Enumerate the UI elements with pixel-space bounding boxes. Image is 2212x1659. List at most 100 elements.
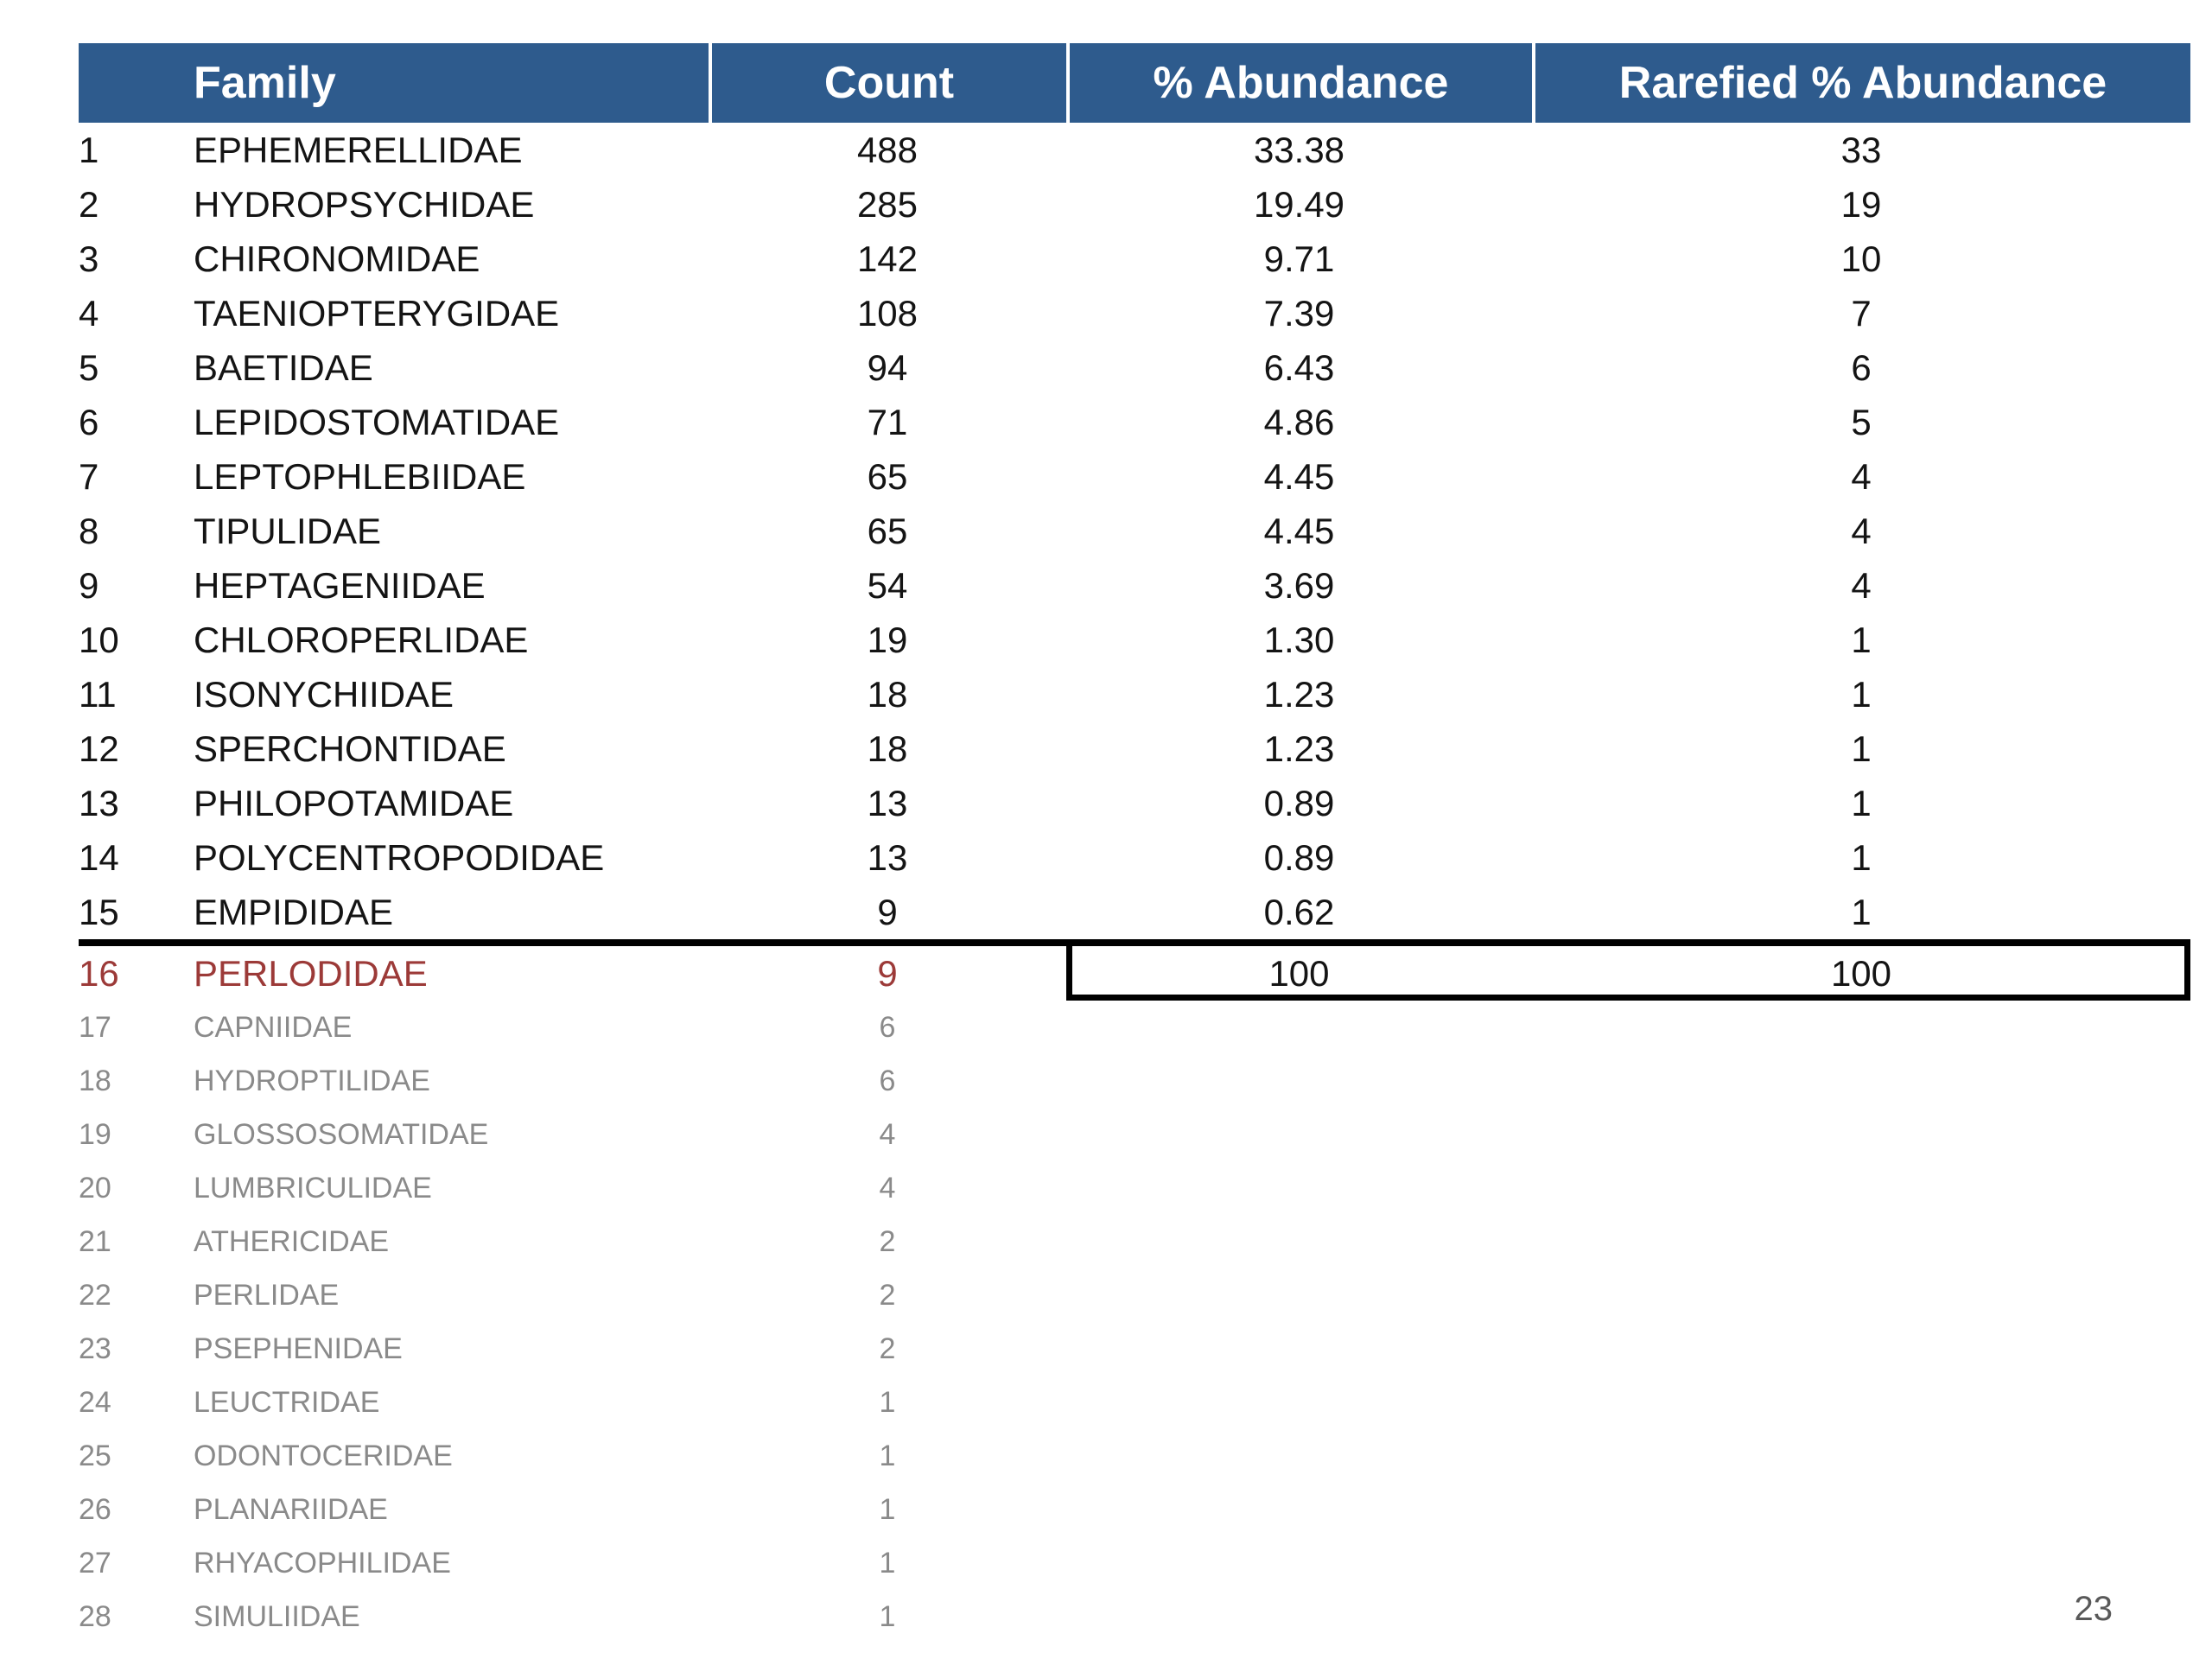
row-count: 4	[879, 1171, 896, 1205]
row-rank: 10	[79, 619, 119, 660]
row-abundance: 0.89	[1263, 782, 1335, 823]
row-family: TIPULIDAE	[194, 510, 382, 551]
table-rows: 1 EPHEMERELLIDAE 488 33.38 33 2 HYDROPSY…	[79, 123, 2190, 1643]
row-family: HYDROPTILIDAE	[194, 1064, 430, 1097]
row-rarefied: 1	[1851, 782, 1872, 823]
table-row: 16 PERLODIDAE 9 100 100	[79, 939, 2190, 1001]
row-rank: 9	[79, 564, 99, 606]
table-row: 1 EPHEMERELLIDAE 488 33.38 33	[79, 123, 2190, 177]
column-header-abundance: % Abundance	[1066, 43, 1532, 123]
row-family: PHILOPOTAMIDAE	[194, 782, 514, 823]
row-rank: 1	[79, 129, 99, 170]
row-rarefied: 5	[1851, 401, 1872, 442]
row-count: 94	[867, 346, 908, 388]
row-count: 2	[879, 1278, 896, 1312]
row-count: 65	[867, 455, 908, 497]
row-family: GLOSSOSOMATIDAE	[194, 1117, 489, 1151]
row-family: PLANARIIDAE	[194, 1492, 388, 1526]
table-header-row: Family Count % Abundance Rarefied % Abun…	[79, 43, 2190, 123]
row-family: EPHEMERELLIDAE	[194, 129, 523, 170]
row-rarefied: 1	[1851, 673, 1872, 715]
row-rank: 11	[79, 673, 117, 715]
row-rarefied: 1	[1851, 891, 1872, 932]
row-rank: 20	[79, 1171, 111, 1205]
row-family: ISONYCHIIDAE	[194, 673, 454, 715]
row-rarefied: 1	[1851, 836, 1872, 878]
row-rank: 17	[79, 1010, 111, 1044]
row-count: 1	[879, 1492, 896, 1526]
row-rank: 26	[79, 1492, 111, 1526]
row-count: 6	[879, 1064, 896, 1097]
row-family: HEPTAGENIIDAE	[194, 564, 486, 606]
table-row: 9 HEPTAGENIIDAE 54 3.69 4	[79, 558, 2190, 613]
row-count: 13	[867, 782, 908, 823]
row-family: PSEPHENIDAE	[194, 1332, 403, 1365]
table-row: 10 CHLOROPERLIDAE 19 1.30 1	[79, 613, 2190, 667]
row-rank: 8	[79, 510, 99, 551]
table-row: 23 PSEPHENIDAE 2	[79, 1322, 2190, 1376]
column-header-rarefied-abundance: Rarefied % Abundance	[1532, 43, 2190, 123]
row-family: ODONTOCERIDAE	[194, 1439, 453, 1472]
row-family: SIMULIIDAE	[194, 1599, 360, 1633]
table-row: 19 GLOSSOSOMATIDAE 4	[79, 1108, 2190, 1161]
row-count: 488	[856, 129, 918, 170]
table-row: 15 EMPIDIDAE 9 0.62 1	[79, 885, 2190, 939]
row-abundance: 3.69	[1263, 564, 1335, 606]
table-row: 21 ATHERICIDAE 2	[79, 1215, 2190, 1268]
row-count: 71	[867, 401, 908, 442]
row-rarefied: 6	[1851, 346, 1872, 388]
table-row: 28 SIMULIIDAE 1	[79, 1590, 2190, 1643]
row-rank: 25	[79, 1439, 111, 1472]
row-abundance: 1.23	[1263, 673, 1335, 715]
row-count: 9	[877, 952, 898, 994]
table-row: 13 PHILOPOTAMIDAE 13 0.89 1	[79, 776, 2190, 830]
row-rank: 22	[79, 1278, 111, 1312]
row-rarefied: 4	[1851, 510, 1872, 551]
row-rank: 15	[79, 891, 119, 932]
row-rank: 12	[79, 728, 119, 769]
row-count: 1	[879, 1439, 896, 1472]
row-rank: 16	[79, 952, 119, 994]
table-row: 17 CAPNIIDAE 6	[79, 1001, 2190, 1054]
slide-page-number: 23	[2074, 1590, 2113, 1628]
row-rank: 7	[79, 455, 99, 497]
row-rank: 13	[79, 782, 119, 823]
row-family: HYDROPSYCHIDAE	[194, 183, 535, 225]
table-row: 2 HYDROPSYCHIDAE 285 19.49 19	[79, 177, 2190, 232]
row-abundance: 4.45	[1263, 510, 1335, 551]
row-abundance: 33.38	[1253, 129, 1345, 170]
column-header-count: Count	[709, 43, 1066, 123]
row-rarefied: 19	[1840, 183, 1882, 225]
row-family: CHLOROPERLIDAE	[194, 619, 529, 660]
table-row: 8 TIPULIDAE 65 4.45 4	[79, 504, 2190, 558]
row-rank: 19	[79, 1117, 111, 1151]
table-row: 7 LEPTOPHLEBIIDAE 65 4.45 4	[79, 449, 2190, 504]
row-family: TAENIOPTERYGIDAE	[194, 292, 560, 334]
row-abundance: 4.86	[1263, 401, 1335, 442]
row-count: 285	[856, 183, 918, 225]
row-count: 1	[879, 1599, 896, 1633]
row-rank: 27	[79, 1546, 111, 1580]
row-family: BAETIDAE	[194, 346, 373, 388]
table-row: 11 ISONYCHIIDAE 18 1.23 1	[79, 667, 2190, 721]
row-family: RHYACOPHILIDAE	[194, 1546, 451, 1580]
row-rank: 28	[79, 1599, 111, 1633]
row-rarefied: 1	[1851, 728, 1872, 769]
row-family: CAPNIIDAE	[194, 1010, 353, 1044]
row-abundance: 6.43	[1263, 346, 1335, 388]
table-row: 20 LUMBRICULIDAE 4	[79, 1161, 2190, 1215]
abundance-table: Family Count % Abundance Rarefied % Abun…	[79, 43, 2190, 1643]
row-family: LEUCTRIDAE	[194, 1385, 380, 1419]
row-count: 1	[879, 1385, 896, 1419]
table-row: 5 BAETIDAE 94 6.43 6	[79, 340, 2190, 395]
row-abundance: 19.49	[1253, 183, 1345, 225]
row-rarefied: 10	[1840, 238, 1882, 279]
row-count: 6	[879, 1010, 896, 1044]
row-family: SPERCHONTIDAE	[194, 728, 506, 769]
row-abundance: 100	[1268, 952, 1330, 994]
row-rank: 2	[79, 183, 99, 225]
row-family: POLYCENTROPODIDAE	[194, 836, 605, 878]
row-rank: 24	[79, 1385, 111, 1419]
table-row: 18 HYDROPTILIDAE 6	[79, 1054, 2190, 1108]
row-count: 54	[867, 564, 908, 606]
